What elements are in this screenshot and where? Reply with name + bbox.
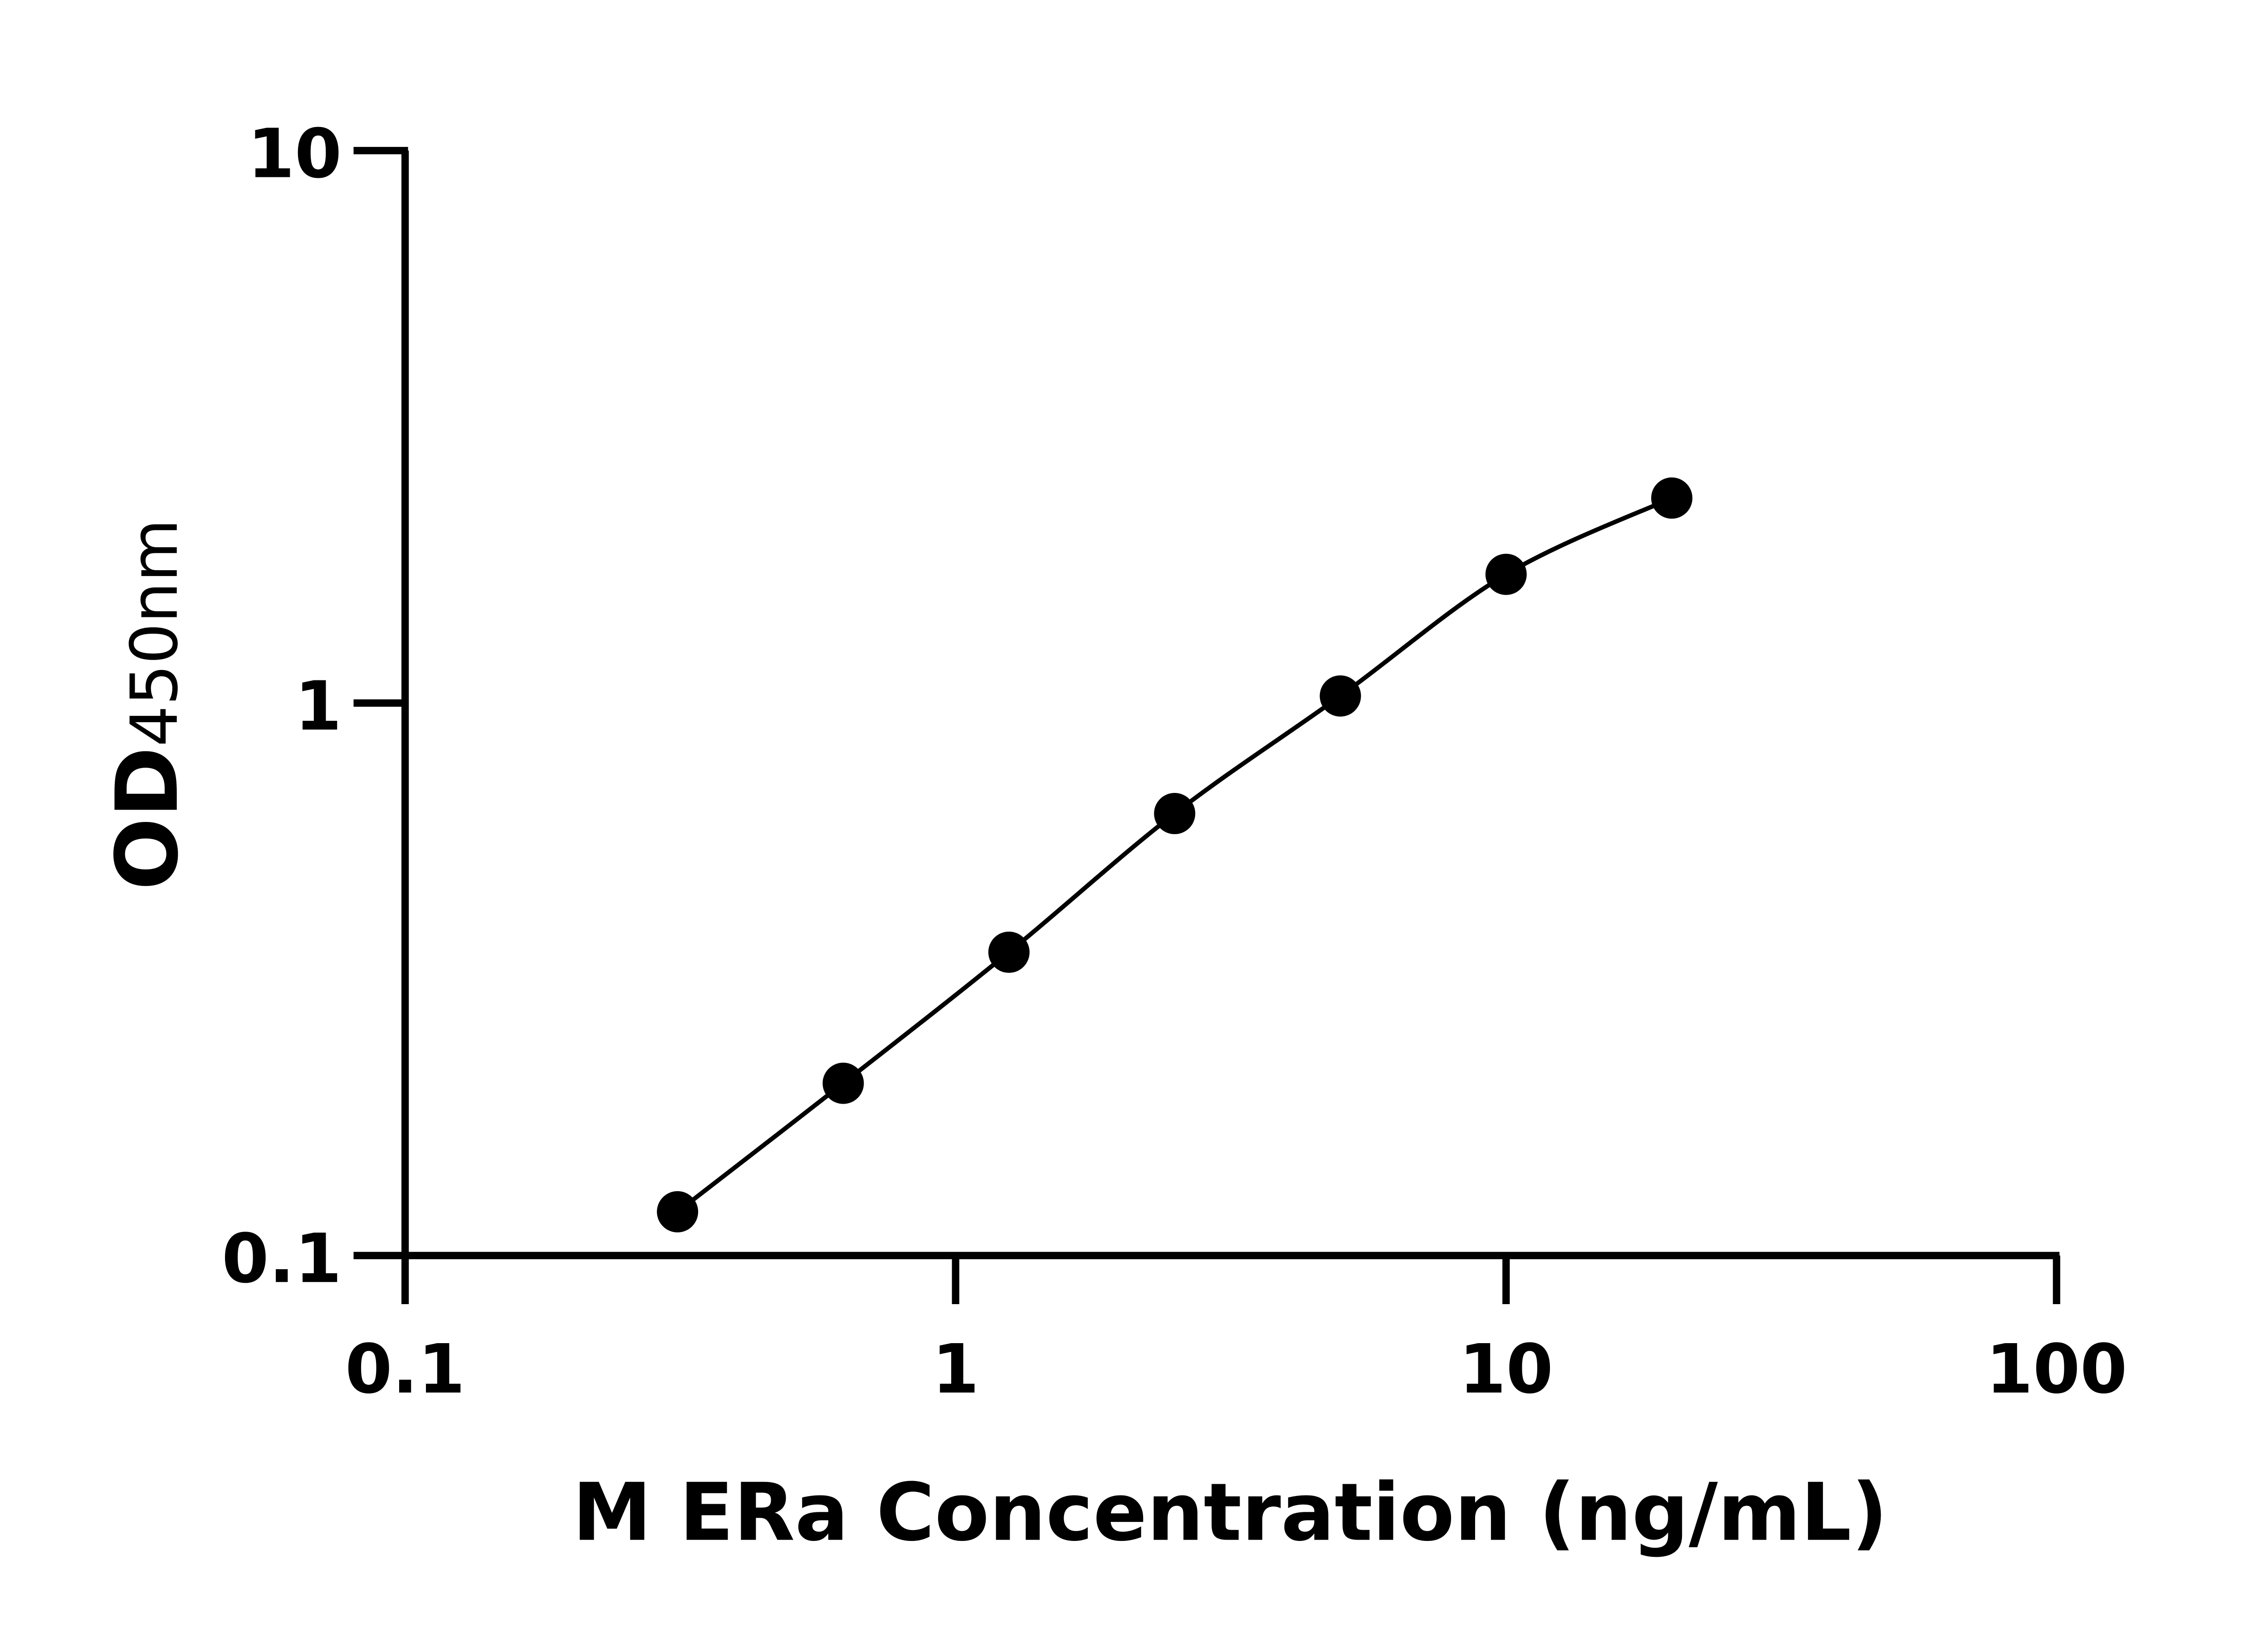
- data-point: [657, 1191, 699, 1232]
- x-ticks: 0.1 1 10 100: [345, 1255, 2127, 1409]
- y-axis-label: OD450nm: [98, 519, 197, 890]
- data-point: [1320, 675, 1361, 717]
- x-tick-label: 10: [1459, 1330, 1553, 1409]
- y-axis-label-main: OD: [98, 747, 197, 890]
- data-point: [1154, 793, 1196, 834]
- x-tick-label: 100: [1986, 1330, 2127, 1409]
- data-point: [822, 1062, 864, 1104]
- x-tick-label: 1: [932, 1330, 979, 1409]
- axes: [401, 151, 2060, 1260]
- data-point: [988, 931, 1030, 973]
- fit-curve: [676, 496, 1673, 1214]
- y-tick-label: 0.1: [222, 1219, 342, 1298]
- y-tick-label: 10: [248, 114, 342, 193]
- x-tick-label: 0.1: [345, 1330, 465, 1409]
- y-axis-label-sub: 450nm: [117, 519, 192, 747]
- data-point: [1651, 477, 1693, 519]
- data-point: [1485, 553, 1527, 595]
- y-ticks: 0.1 1 10: [222, 114, 408, 1298]
- y-tick-label: 1: [295, 667, 342, 746]
- x-axis-label: M ERa Concentration (ng/mL): [572, 1467, 1888, 1559]
- data-points: [657, 477, 1693, 1232]
